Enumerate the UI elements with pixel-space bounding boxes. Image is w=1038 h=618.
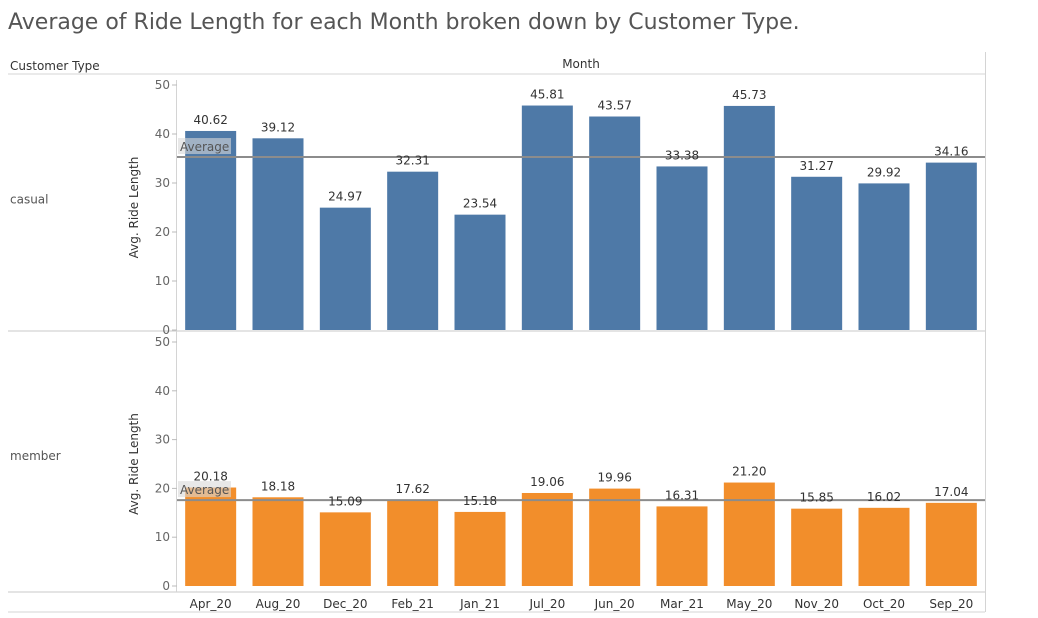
data-label: 16.02 bbox=[867, 490, 901, 504]
average-label-bg bbox=[178, 138, 231, 155]
x-axis: Apr_20 Aug_20 Dec_20 Feb_21 Jan_21 Jul_20 Jun_… bbox=[190, 597, 974, 611]
row-header: Customer Type bbox=[10, 59, 100, 73]
bar-casual-Nov_20 bbox=[791, 176, 843, 330]
data-label: 45.81 bbox=[530, 88, 564, 102]
bar-member-Feb_21 bbox=[387, 500, 439, 586]
bar-member-Apr_20 bbox=[185, 487, 237, 586]
x-tick-label: May_20 bbox=[726, 597, 772, 611]
bar-casual-Apr_20 bbox=[185, 130, 237, 330]
average-label-bg bbox=[178, 481, 231, 498]
x-tick-label: Aug_20 bbox=[256, 597, 301, 611]
data-label: 18.18 bbox=[261, 479, 295, 493]
x-tick-label: Apr_20 bbox=[190, 597, 232, 611]
x-tick-label: Dec_20 bbox=[323, 597, 368, 611]
y-tick-label: 0 bbox=[162, 323, 170, 337]
data-label: 19.06 bbox=[530, 475, 564, 489]
y-axis-title: Avg. Ride Length bbox=[127, 157, 141, 259]
bar-member-May_20 bbox=[723, 482, 775, 586]
bar-casual-May_20 bbox=[723, 105, 775, 330]
x-tick-label: Oct_20 bbox=[863, 597, 905, 611]
x-tick-label: Mar_21 bbox=[660, 597, 704, 611]
bar-casual-Jan_21 bbox=[454, 214, 506, 330]
bar-casual-Sep_20 bbox=[925, 162, 977, 330]
bar-casual-Oct_20 bbox=[858, 183, 910, 330]
data-label: 29.92 bbox=[867, 165, 901, 179]
y-tick-label: 40 bbox=[155, 127, 170, 141]
bar-member-Aug_20 bbox=[252, 497, 304, 586]
y-tick-label: 40 bbox=[155, 384, 170, 398]
data-label: 23.54 bbox=[463, 197, 497, 211]
y-tick-label: 20 bbox=[155, 481, 170, 495]
bar-casual-Aug_20 bbox=[252, 138, 304, 330]
data-label: 32.31 bbox=[395, 154, 429, 168]
y-tick-label: 10 bbox=[155, 530, 170, 544]
panels: casual Avg. Ride Length 0 10 20 30 40 50 Average… bbox=[10, 78, 985, 593]
chart-title: Average of Ride Length for each Month br… bbox=[8, 10, 800, 35]
y-axis-title: Avg. Ride Length bbox=[127, 413, 141, 515]
x-tick-label: Sep_20 bbox=[929, 597, 973, 611]
bar-casual-Jul_20 bbox=[521, 105, 573, 330]
y-tick-label: 10 bbox=[155, 274, 170, 288]
panel-casual: casual Avg. Ride Length 0 10 20 30 40 50 Average… bbox=[10, 78, 985, 337]
data-label: 39.12 bbox=[261, 120, 295, 134]
data-label: 43.57 bbox=[597, 99, 631, 113]
panel-member: member Avg. Ride Length 0 10 20 30 40 50 Average… bbox=[10, 335, 985, 593]
average-label: Average bbox=[180, 483, 229, 497]
data-label: 19.96 bbox=[597, 471, 631, 485]
data-label: 21.20 bbox=[732, 465, 766, 479]
x-tick-label: Nov_20 bbox=[794, 597, 839, 611]
bar-member-Jan_21 bbox=[454, 511, 506, 586]
data-label: 15.18 bbox=[463, 494, 497, 508]
bar-casual-Mar_21 bbox=[656, 166, 708, 330]
row-label-member: member bbox=[10, 449, 61, 463]
data-label: 15.85 bbox=[799, 491, 833, 505]
x-tick-label: Jan_21 bbox=[459, 597, 500, 611]
y-tick-label: 0 bbox=[162, 579, 170, 593]
bar-casual-Feb_21 bbox=[387, 171, 439, 330]
data-label: 20.18 bbox=[193, 470, 227, 484]
column-header: Month bbox=[562, 57, 600, 71]
data-label: 24.97 bbox=[328, 190, 362, 204]
bar-member-Nov_20 bbox=[791, 508, 843, 586]
bar-member-Mar_21 bbox=[656, 506, 708, 586]
row-label-casual: casual bbox=[10, 193, 49, 207]
x-tick-label: Jul_20 bbox=[528, 597, 565, 611]
y-tick-label: 30 bbox=[155, 433, 170, 447]
average-label: Average bbox=[180, 140, 229, 154]
data-label: 34.16 bbox=[934, 145, 968, 159]
bar-member-Jun_20 bbox=[589, 488, 641, 586]
bar-member-Dec_20 bbox=[319, 512, 371, 586]
y-tick-label: 30 bbox=[155, 176, 170, 190]
data-label: 31.27 bbox=[799, 159, 833, 173]
bar-member-Sep_20 bbox=[925, 502, 977, 586]
x-tick-label: Feb_21 bbox=[391, 597, 434, 611]
bar-member-Oct_20 bbox=[858, 507, 910, 586]
data-label: 33.38 bbox=[665, 148, 699, 162]
y-tick-label: 50 bbox=[155, 335, 170, 349]
data-label: 40.62 bbox=[193, 113, 227, 127]
y-tick-label: 20 bbox=[155, 225, 170, 239]
y-tick-label: 50 bbox=[155, 78, 170, 92]
chart-frame bbox=[8, 52, 986, 613]
data-label: 45.73 bbox=[732, 88, 766, 102]
data-label: 17.04 bbox=[934, 485, 968, 499]
bar-member-Jul_20 bbox=[521, 492, 573, 586]
data-label: 16.31 bbox=[665, 488, 699, 502]
data-label: 15.09 bbox=[328, 494, 362, 508]
bar-casual-Dec_20 bbox=[319, 207, 371, 330]
x-tick-label: Jun_20 bbox=[594, 597, 635, 611]
data-label: 17.62 bbox=[395, 482, 429, 496]
bar-casual-Jun_20 bbox=[589, 116, 641, 330]
